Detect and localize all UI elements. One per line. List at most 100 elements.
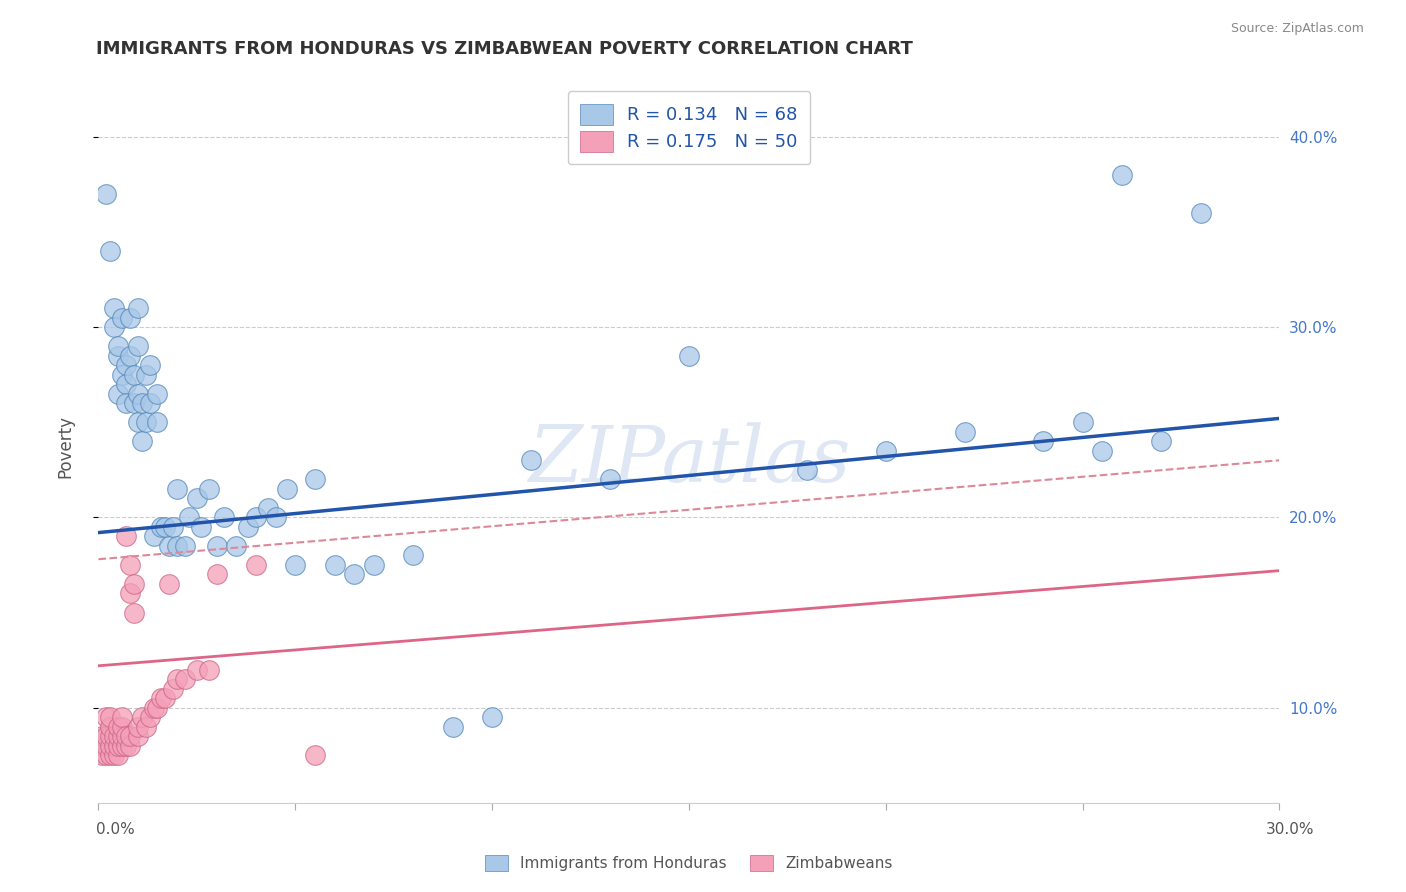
Point — [107, 339, 129, 353]
Point — [135, 415, 157, 429]
Point — [107, 739, 129, 753]
Point — [146, 415, 169, 429]
Point — [162, 520, 184, 534]
Text: Source: ZipAtlas.com: Source: ZipAtlas.com — [1230, 22, 1364, 36]
Point — [162, 681, 184, 696]
Text: IMMIGRANTS FROM HONDURAS VS ZIMBABWEAN POVERTY CORRELATION CHART: IMMIGRANTS FROM HONDURAS VS ZIMBABWEAN P… — [96, 40, 912, 58]
Point — [107, 349, 129, 363]
Point — [225, 539, 247, 553]
Point — [98, 720, 121, 734]
Point — [96, 186, 118, 201]
Point — [1150, 434, 1173, 449]
Point — [190, 520, 212, 534]
Point — [127, 339, 149, 353]
Point — [122, 396, 145, 410]
Point — [111, 310, 134, 325]
Point — [122, 577, 145, 591]
Point — [205, 567, 228, 582]
Point — [96, 729, 118, 743]
Point — [150, 691, 173, 706]
Point — [131, 434, 153, 449]
Point — [146, 386, 169, 401]
Point — [953, 425, 976, 439]
Point — [284, 558, 307, 572]
Point — [205, 539, 228, 553]
Point — [678, 349, 700, 363]
Point — [155, 691, 177, 706]
Point — [111, 368, 134, 382]
Point — [142, 529, 165, 543]
Point — [520, 453, 543, 467]
Point — [127, 301, 149, 315]
Text: ZIPatlas: ZIPatlas — [527, 422, 851, 499]
Point — [111, 720, 134, 734]
Point — [157, 539, 180, 553]
Point — [166, 539, 188, 553]
Point — [103, 729, 125, 743]
Point — [127, 720, 149, 734]
Point — [98, 244, 121, 258]
Point — [115, 396, 138, 410]
Point — [115, 358, 138, 372]
Point — [127, 415, 149, 429]
Point — [1032, 434, 1054, 449]
Point — [138, 396, 160, 410]
Point — [481, 710, 503, 724]
Point — [363, 558, 385, 572]
Point — [186, 491, 208, 506]
Point — [96, 710, 118, 724]
Point — [103, 301, 125, 315]
Point — [146, 700, 169, 714]
Point — [127, 386, 149, 401]
Point — [135, 368, 157, 382]
Point — [402, 549, 425, 563]
Point — [142, 700, 165, 714]
Point — [245, 510, 267, 524]
Point — [118, 558, 141, 572]
Point — [98, 710, 121, 724]
Point — [150, 520, 173, 534]
Point — [214, 510, 236, 524]
Point — [174, 672, 197, 686]
Point — [91, 739, 114, 753]
Y-axis label: Poverty: Poverty — [56, 415, 75, 477]
Point — [166, 482, 188, 496]
Point — [115, 739, 138, 753]
Point — [118, 310, 141, 325]
Point — [115, 529, 138, 543]
Point — [135, 720, 157, 734]
Point — [103, 748, 125, 763]
Point — [138, 358, 160, 372]
Text: 30.0%: 30.0% — [1267, 822, 1315, 837]
Point — [118, 729, 141, 743]
Point — [98, 748, 121, 763]
Point — [599, 472, 621, 486]
Point — [343, 567, 366, 582]
Point — [1189, 206, 1212, 220]
Point — [256, 500, 278, 515]
Point — [197, 663, 219, 677]
Point — [796, 463, 818, 477]
Point — [245, 558, 267, 572]
Point — [118, 586, 141, 600]
Point — [122, 606, 145, 620]
Point — [107, 386, 129, 401]
Point — [98, 739, 121, 753]
Point — [441, 720, 464, 734]
Point — [111, 729, 134, 743]
Point — [236, 520, 259, 534]
Point — [875, 443, 897, 458]
Legend: Immigrants from Honduras, Zimbabweans: Immigrants from Honduras, Zimbabweans — [479, 849, 898, 877]
Point — [186, 663, 208, 677]
Point — [107, 748, 129, 763]
Point — [323, 558, 346, 572]
Point — [177, 510, 200, 524]
Point — [96, 739, 118, 753]
Point — [138, 710, 160, 724]
Point — [103, 320, 125, 334]
Point — [115, 377, 138, 392]
Point — [131, 396, 153, 410]
Point — [166, 672, 188, 686]
Point — [1111, 168, 1133, 182]
Point — [98, 729, 121, 743]
